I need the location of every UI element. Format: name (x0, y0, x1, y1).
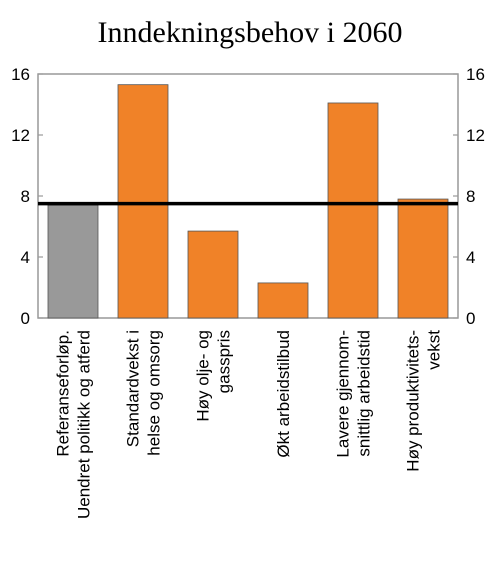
chart-title: Inndekningsbehov i 2060 (98, 16, 403, 49)
category-label-4: snittlig arbeidstid (355, 330, 374, 457)
category-labels: Referanseforløp. Uendret politikk og atfe… (54, 330, 444, 519)
left-tick-label: 4 (21, 248, 30, 267)
left-tick-label: 0 (21, 309, 30, 328)
category-label-5: Høy produktivitets- (404, 330, 423, 472)
bar-1 (117, 84, 169, 319)
plot-frame (37, 73, 459, 319)
left-axis: 0 4 8 12 16 (11, 65, 43, 328)
category-label-4: Lavere gjennom- (334, 330, 353, 458)
bars (47, 84, 449, 319)
right-axis: 0 4 8 12 16 (453, 65, 485, 328)
category-label-0: Referanseforløp. (54, 330, 73, 457)
left-tick-label: 8 (21, 187, 30, 206)
bar-5 (397, 198, 449, 319)
category-label-0: Uendret politikk og atferd (75, 330, 94, 519)
right-tick-label: 16 (466, 65, 485, 84)
right-tick-label: 12 (466, 126, 485, 145)
left-tick-label: 12 (11, 126, 30, 145)
bar-4 (327, 102, 379, 319)
left-tick-label: 16 (11, 65, 30, 84)
bar-3 (257, 282, 309, 319)
right-tick-label: 8 (466, 187, 475, 206)
category-label-1: helse og omsorg (145, 330, 164, 456)
category-label-3: Økt arbeidstilbud (274, 330, 293, 458)
right-tick-label: 4 (466, 248, 475, 267)
category-label-2: Høy olje- og (194, 330, 213, 422)
bar-2 (187, 230, 239, 319)
category-label-1: Standardvekst i (124, 330, 143, 447)
category-label-2: gasspris (215, 330, 234, 393)
category-label-5: vekst (425, 330, 444, 370)
right-tick-label: 0 (466, 309, 475, 328)
bar-0 (47, 204, 99, 319)
